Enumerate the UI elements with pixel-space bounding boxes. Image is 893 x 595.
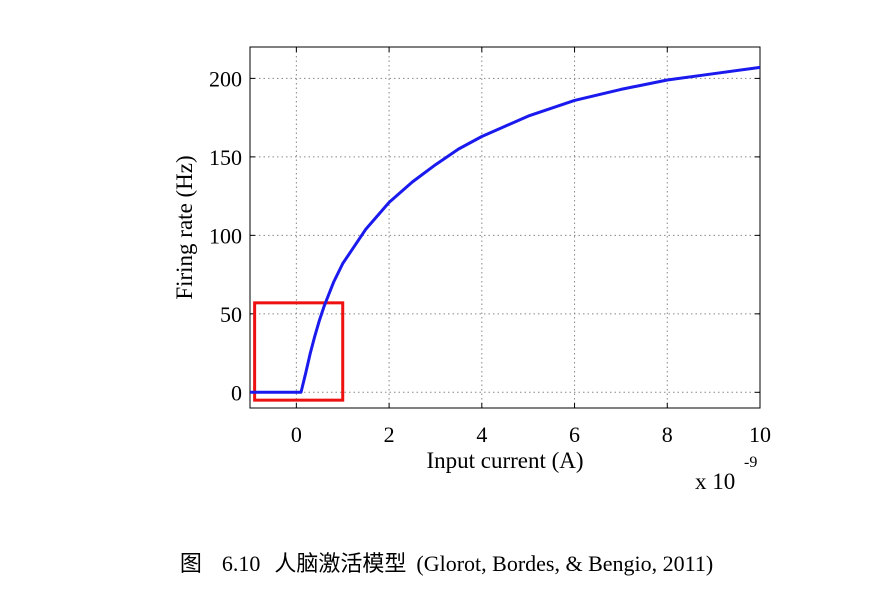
- figure-caption: 图 6.10 人脑激活模型 (Glorot, Bordes, & Bengio, 20…: [0, 546, 893, 578]
- x-tick-label: 6: [569, 422, 580, 447]
- y-tick-label: 150: [209, 145, 242, 170]
- x-tick-label: 8: [662, 422, 673, 447]
- y-axis-label: Firing rate (Hz): [172, 155, 197, 299]
- y-tick-label: 100: [209, 223, 242, 248]
- y-axis-ticks: 0 50 100 150 200: [209, 66, 760, 405]
- x-axis-multiplier-exponent: -9: [744, 454, 757, 471]
- series-line: [249, 65, 761, 394]
- x-tick-label: 0: [291, 422, 302, 447]
- y-tick-label: 200: [209, 66, 242, 91]
- x-axis-ticks: 0 2 4 6 8 10: [291, 47, 771, 447]
- firing-rate-chart: 0 2 4 6 8 10 0 50 100 150 200 Input current (A) F…: [172, 46, 771, 494]
- figure-number: 6.10: [221, 551, 261, 576]
- figure-title: 人脑激活模型: [274, 552, 407, 577]
- y-tick-label: 0: [231, 380, 242, 405]
- highlight-box: [253, 301, 345, 402]
- x-axis-label: Input current (A): [426, 448, 583, 473]
- x-tick-label: 10: [749, 422, 771, 447]
- x-tick-label: 4: [476, 422, 487, 447]
- figure-citation: (Glorot, Bordes, & Bengio, 2011): [416, 551, 714, 576]
- figure-label: 图: [179, 552, 202, 577]
- x-tick-label: 2: [384, 422, 395, 447]
- y-tick-label: 50: [220, 302, 242, 327]
- grid-lines: [250, 47, 761, 408]
- plot-area-frame: [249, 46, 761, 409]
- x-axis-multiplier: x 10: [695, 469, 735, 494]
